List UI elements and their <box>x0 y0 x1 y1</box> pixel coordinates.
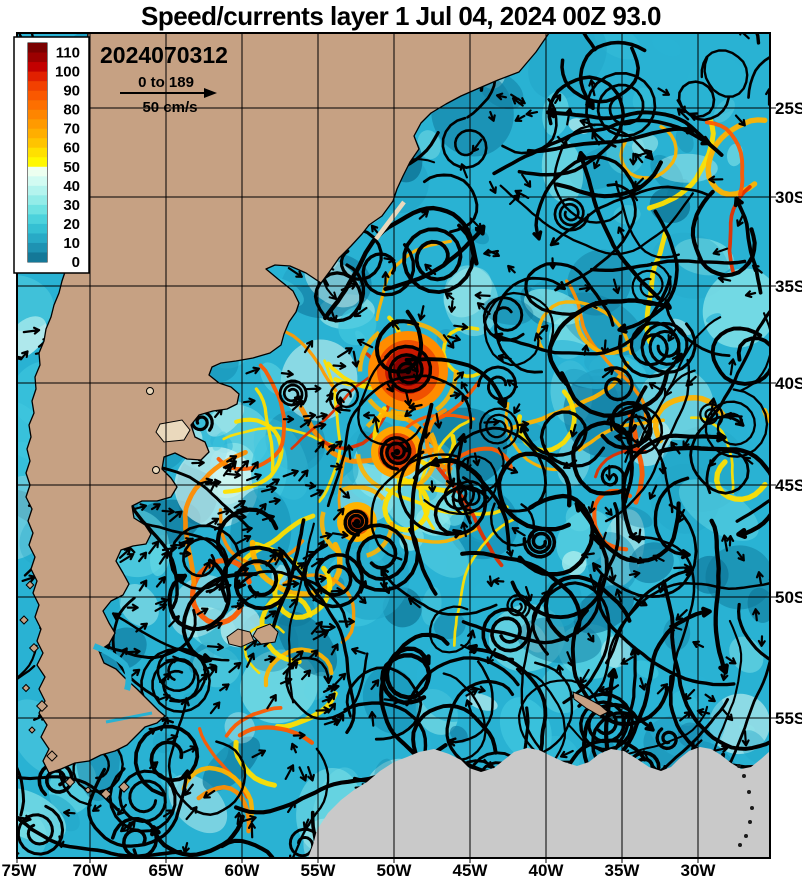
lon-label: 35W <box>605 861 641 877</box>
lat-label: 30S <box>775 188 802 207</box>
colorbar-tick-label: 40 <box>63 178 80 195</box>
colorbar-tick-label: 90 <box>63 83 80 100</box>
lat-label: 45S <box>775 476 802 495</box>
lon-label: 30W <box>681 861 717 877</box>
colorbar-tick-label: 50 <box>63 159 80 176</box>
lon-label: 55W <box>301 861 337 877</box>
lon-axis-labels: 75W 70W 65W 60W 55W 50W 45W 40W 35W 30W <box>2 861 717 877</box>
colorbar-tick-label: 60 <box>63 140 80 157</box>
colorbar-tick-label: 10 <box>63 235 80 252</box>
map-title: Speed/currents layer 1 Jul 04, 2024 00Z … <box>141 1 662 31</box>
lon-label: 75W <box>2 861 38 877</box>
colorbar <box>27 42 48 263</box>
map-frame <box>16 32 771 859</box>
lon-label: 65W <box>149 861 185 877</box>
vector-range-label: 0 to 189 <box>138 74 194 91</box>
colorbar-tick-label: 30 <box>63 197 80 214</box>
lon-label: 50W <box>377 861 413 877</box>
lat-label: 25S <box>775 99 802 118</box>
reference-arrow-head <box>204 88 217 98</box>
colorbar-tick-label: 110 <box>56 45 80 62</box>
lon-label: 60W <box>225 861 261 877</box>
land-layer <box>19 33 609 800</box>
lon-label: 70W <box>73 861 109 877</box>
no-data-region <box>308 747 770 858</box>
lat-label: 35S <box>775 277 802 296</box>
lat-label: 40S <box>775 374 802 393</box>
scale-annotation: 2024070312 0 to 189 50 cm/s <box>100 42 228 116</box>
lat-axis-labels: 25S 30S 35S 40S 45S 50S 55S <box>775 99 802 728</box>
datetime-label: 2024070312 <box>100 42 228 68</box>
colorbar-tick-label: 80 <box>63 102 80 119</box>
lat-label: 50S <box>775 588 802 607</box>
colorbar-tick-label: 0 <box>72 254 80 271</box>
colorbar-tick-label: 100 <box>55 64 80 81</box>
reference-scale-label: 50 cm/s <box>142 99 197 116</box>
colorbar-tick-label: 70 <box>63 121 80 138</box>
lon-label: 45W <box>453 861 489 877</box>
colorbar-box <box>13 36 90 274</box>
lon-label: 40W <box>529 861 565 877</box>
lat-label: 55S <box>775 709 802 728</box>
colorbar-tick-label: 20 <box>63 216 80 233</box>
